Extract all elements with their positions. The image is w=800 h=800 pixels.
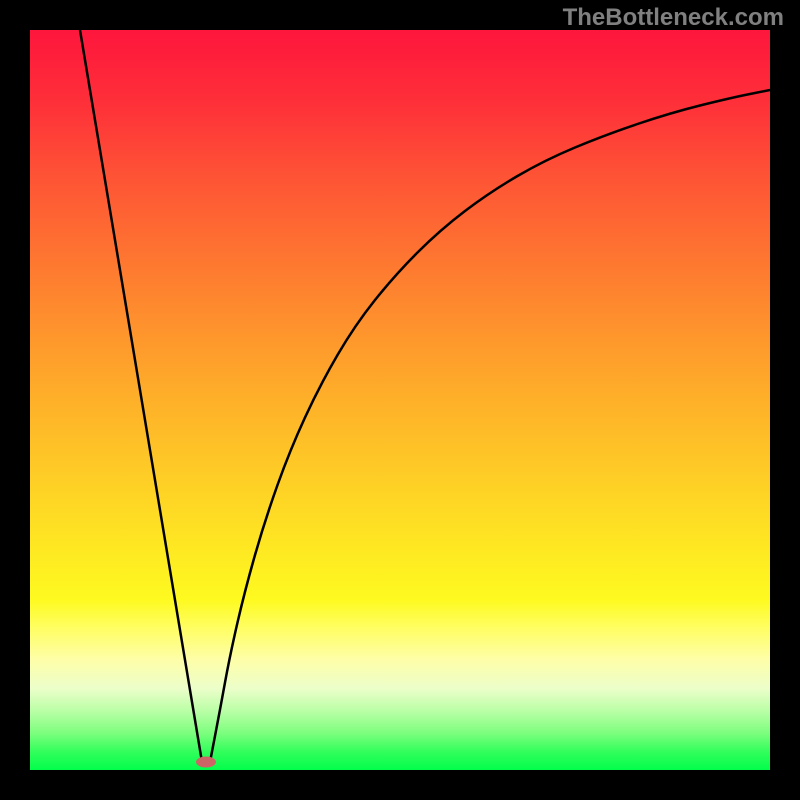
watermark-text: TheBottleneck.com [563,4,784,32]
chart-container: TheBottleneck.com [0,0,800,800]
bottleneck-curve [80,30,770,762]
optimal-point-marker [196,757,216,768]
plot-area [30,30,770,770]
curve-overlay [30,30,770,770]
